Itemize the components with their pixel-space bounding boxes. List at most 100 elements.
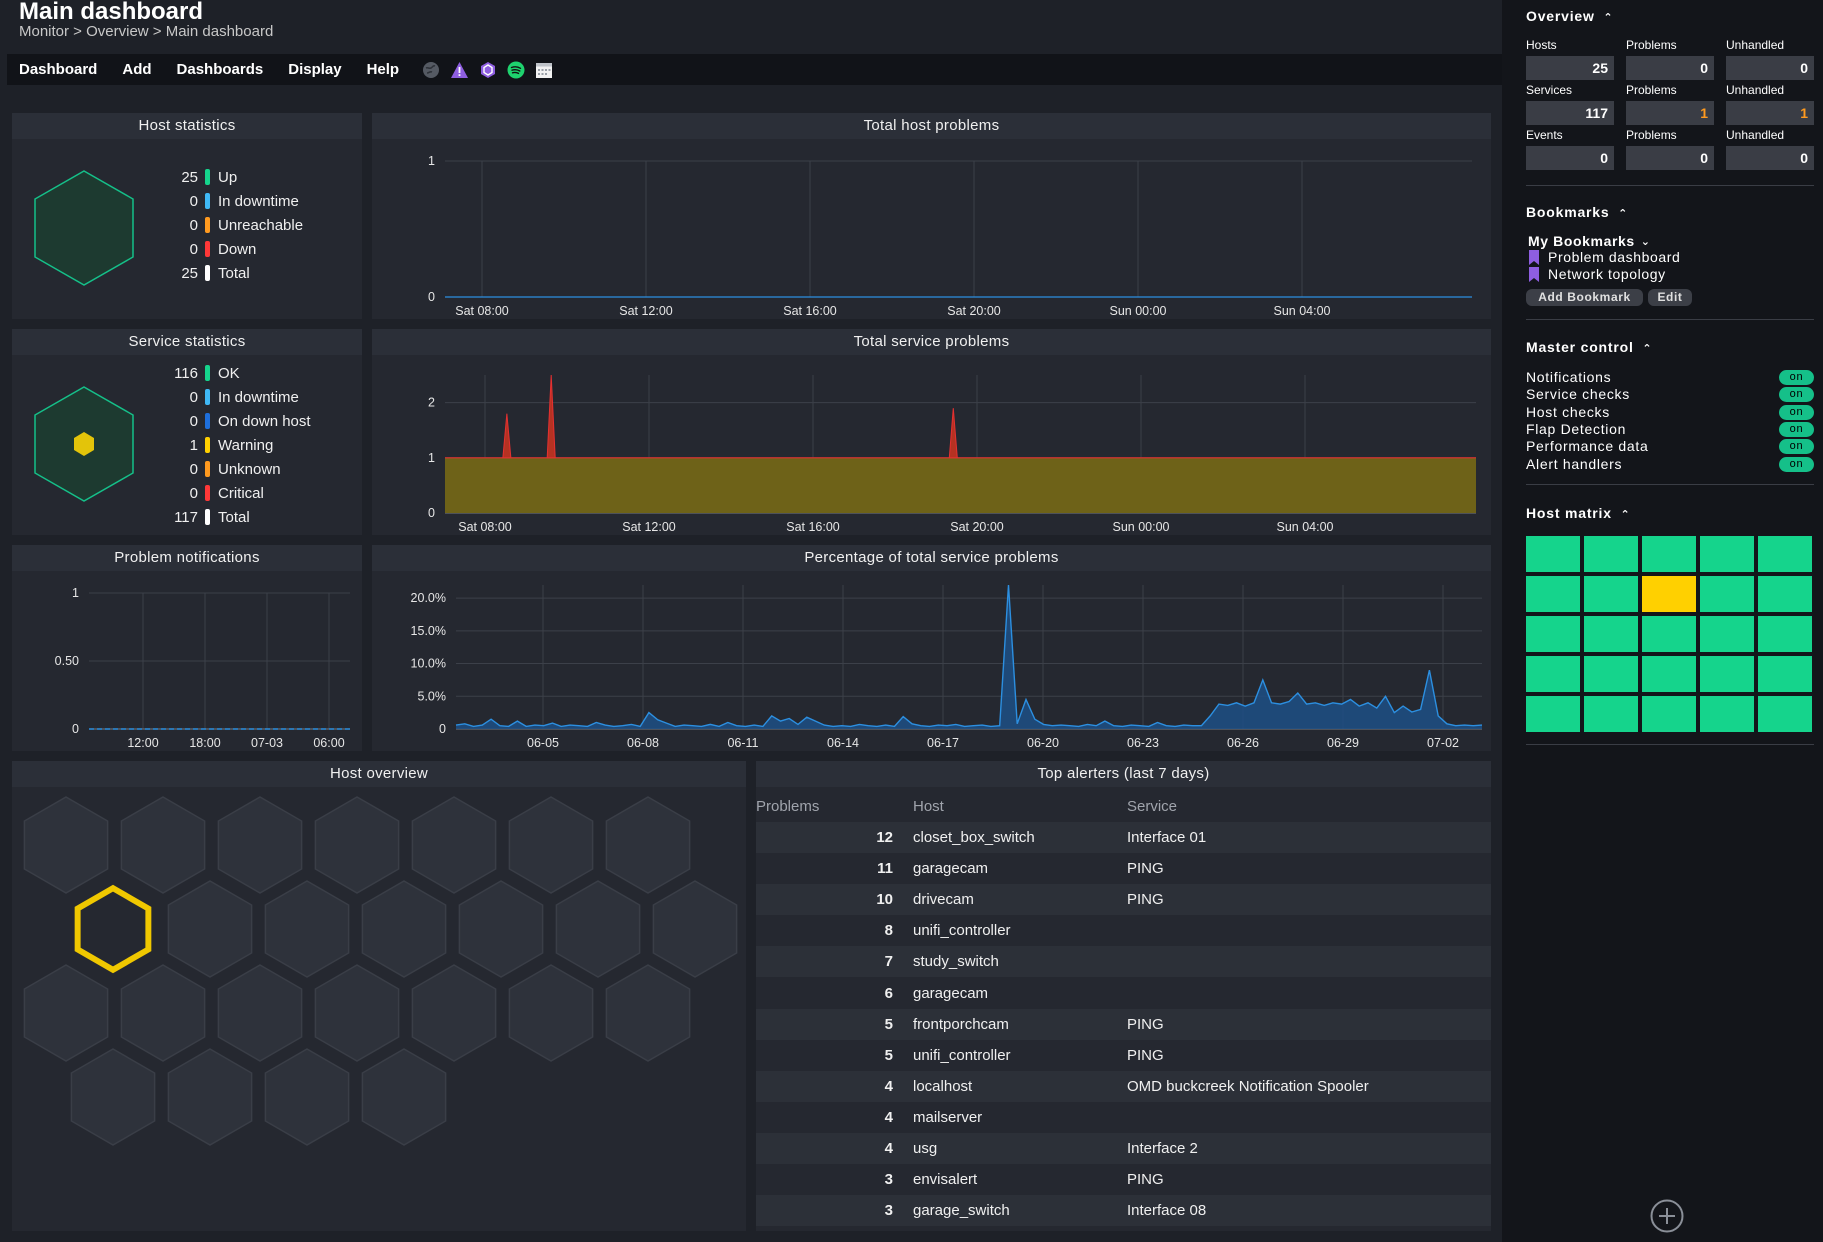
table-row[interactable]: 10 drivecam PING	[756, 884, 1491, 916]
host-matrix-cell[interactable]	[1700, 656, 1754, 692]
service-cell[interactable]: OMD buckcreek Notification Spooler	[1127, 1070, 1491, 1102]
host-matrix-cell[interactable]	[1526, 616, 1580, 652]
service-cell[interactable]	[1127, 915, 1491, 946]
host-hexagon[interactable]	[508, 964, 594, 1062]
host-matrix-cell[interactable]	[1700, 536, 1754, 572]
host-cell[interactable]: closet_box_switch	[893, 822, 1127, 854]
host-matrix-cell[interactable]	[1584, 576, 1638, 612]
master-control-toggle[interactable]: on	[1779, 421, 1814, 437]
host-matrix-cell[interactable]	[1526, 576, 1580, 612]
table-row[interactable]: 4 usg Interface 2	[756, 1132, 1491, 1165]
warning-icon[interactable]	[450, 61, 469, 79]
master-control-toggle[interactable]: on	[1779, 439, 1814, 455]
host-cell[interactable]: garage_switch	[893, 1195, 1127, 1227]
problem-notifications-chart[interactable]: 12:00 18:00 07-03 06:00 0 0.50 1	[12, 571, 362, 751]
overview-value[interactable]: 1	[1626, 101, 1714, 125]
host-hexagon[interactable]	[605, 796, 691, 894]
host-hexagon[interactable]	[458, 880, 544, 978]
host-cell[interactable]: envisalert	[913, 1171, 978, 1189]
host-matrix-cell[interactable]	[1642, 696, 1696, 732]
service-cell[interactable]: Interface 08	[1127, 1195, 1491, 1227]
service-cell[interactable]: Interface 2	[1127, 1132, 1491, 1165]
host-hexagon[interactable]	[411, 796, 497, 894]
host-cell[interactable]: usg	[893, 1132, 1127, 1165]
master-control-toggle[interactable]: on	[1779, 404, 1814, 420]
overview-value[interactable]: 0	[1726, 56, 1814, 80]
host-hexagon[interactable]	[652, 880, 738, 978]
host-hexagon[interactable]	[361, 1048, 447, 1146]
percentage-service-problems-chart[interactable]: 06-05 06-08 06-11 06-14 06-17 06-20 06-23 06-26…	[372, 571, 1491, 751]
service_stats-row[interactable]: 116 OK	[164, 364, 240, 382]
table-row[interactable]: 11 garagecam PING	[756, 853, 1491, 884]
problem-spike[interactable]	[546, 374, 556, 459]
host-matrix-cell[interactable]	[1700, 576, 1754, 612]
chevron-up-icon[interactable]: ⌃	[1618, 208, 1629, 220]
chevron-up-icon[interactable]: ⌃	[1642, 343, 1653, 355]
service-cell[interactable]: PING	[1127, 1046, 1164, 1064]
host_stats-row[interactable]: 0 Unreachable	[164, 216, 303, 234]
column-host[interactable]: Host	[913, 798, 944, 815]
host-hexagon[interactable]	[120, 796, 206, 894]
host-matrix-cell[interactable]	[1526, 696, 1580, 732]
problem-spike[interactable]	[948, 408, 958, 459]
plus-circle-icon[interactable]	[1650, 1199, 1684, 1233]
bookmarks-header[interactable]: Bookmarks ⌃	[1526, 204, 1628, 220]
service-cell[interactable]: PING	[1127, 1008, 1491, 1040]
overview-value[interactable]: 1	[1726, 101, 1814, 125]
service-cell[interactable]	[1127, 946, 1491, 978]
service_stats-row[interactable]: 0 In downtime	[164, 388, 299, 406]
breadcrumb[interactable]: Monitor > Overview > Main dashboard	[19, 23, 274, 40]
globe-icon[interactable]	[422, 61, 440, 79]
total-service-problems-chart[interactable]: Sat 08:00 Sat 12:00 Sat 16:00 Sat 20:00 Sun …	[372, 355, 1491, 535]
host-matrix-cell[interactable]	[1584, 696, 1638, 732]
menu-dashboard[interactable]: Dashboard	[19, 61, 98, 78]
host-hexagon-warning[interactable]	[74, 884, 152, 974]
host-hexagon[interactable]	[23, 796, 109, 894]
host-cell[interactable]: unifi_controller	[913, 922, 1011, 940]
hexagon-icon[interactable]	[479, 61, 497, 79]
host-hexagon[interactable]	[555, 880, 641, 978]
service-cell[interactable]: PING	[1127, 884, 1491, 916]
table-row[interactable]: 8 unifi_controller	[756, 915, 1491, 946]
host-hexagon[interactable]	[361, 880, 447, 978]
host-matrix-cell[interactable]	[1584, 656, 1638, 692]
overview-value[interactable]: 0	[1526, 146, 1614, 170]
bookmark-problem-dashboard[interactable]: Problem dashboard	[1528, 249, 1680, 265]
problem-spike[interactable]	[502, 413, 512, 459]
service-cell[interactable]: PING	[1127, 860, 1164, 878]
overview-value[interactable]: 0	[1726, 146, 1814, 170]
chevron-up-icon[interactable]: ⌃	[1603, 12, 1614, 24]
host-hexagon[interactable]	[411, 964, 497, 1062]
host_stats-row[interactable]: 0 In downtime	[164, 192, 299, 210]
host-cell[interactable]: drivecam	[893, 884, 1127, 916]
master-control-toggle[interactable]: on	[1779, 370, 1814, 385]
table-row[interactable]: 5 unifi_controller PING	[756, 1040, 1491, 1071]
menu-display[interactable]: Display	[288, 61, 342, 78]
host-matrix-cell[interactable]	[1758, 536, 1812, 572]
host-cell[interactable]: garagecam	[913, 860, 989, 878]
calendar-icon[interactable]	[535, 61, 553, 79]
host-matrix-cell[interactable]	[1584, 536, 1638, 572]
host-cell[interactable]: mailserver	[913, 1108, 983, 1126]
column-service[interactable]: Service	[1127, 798, 1178, 815]
host-hexagon[interactable]	[23, 964, 109, 1062]
host-hexagon[interactable]	[217, 796, 303, 894]
host-cell[interactable]: frontporchcam	[893, 1008, 1127, 1040]
service_stats-row[interactable]: 0 Unknown	[164, 460, 281, 478]
host-matrix-cell[interactable]	[1642, 616, 1696, 652]
series-line[interactable]	[455, 584, 1483, 728]
total-host-problems-chart[interactable]: Sat 08:00 Sat 12:00 Sat 16:00 Sat 20:00 Sun …	[372, 139, 1491, 319]
service-cell[interactable]	[1127, 977, 1491, 1008]
menu-dashboards[interactable]: Dashboards	[176, 61, 264, 78]
host-matrix-cell[interactable]	[1642, 536, 1696, 572]
service_stats-row[interactable]: 0 Critical	[164, 484, 264, 502]
host-matrix-cell[interactable]	[1758, 696, 1812, 732]
host-hexagon[interactable]	[508, 796, 594, 894]
host-matrix-cell-warning[interactable]	[1642, 576, 1696, 612]
overview-value[interactable]: 117	[1526, 101, 1614, 125]
service_stats-row[interactable]: 0 On down host	[164, 412, 311, 430]
host-matrix-cell[interactable]	[1758, 656, 1812, 692]
service-cell[interactable]: PING	[1127, 1171, 1164, 1189]
spotify-icon[interactable]	[507, 61, 525, 79]
host-matrix-header[interactable]: Host matrix ⌃	[1526, 505, 1631, 521]
